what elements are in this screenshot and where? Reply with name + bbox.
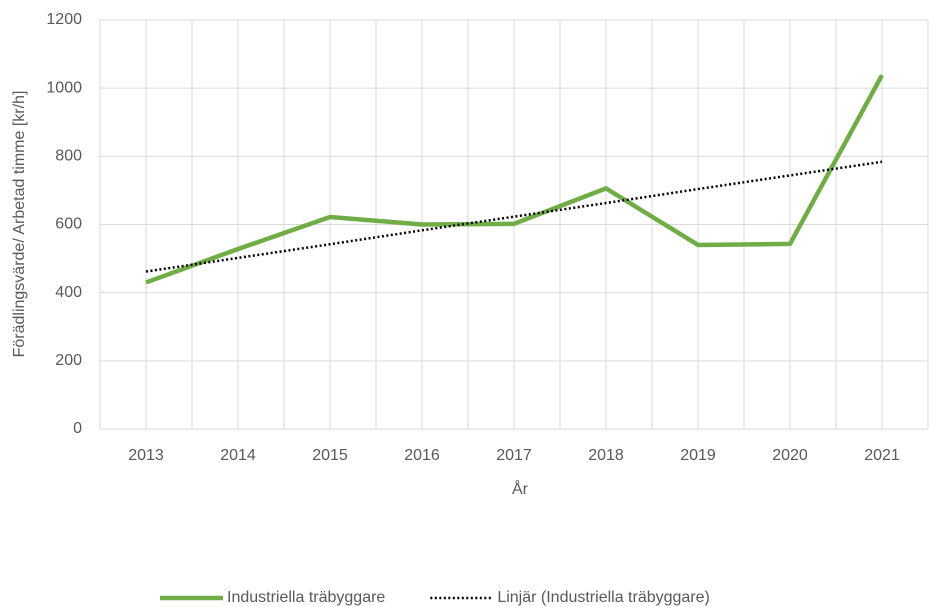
y-tick-label: 600: [55, 216, 82, 233]
legend-label: Linjär (Industriella träbyggare): [497, 589, 710, 606]
line: [145, 74, 884, 285]
y-axis-label: Förädlingsvärde/ Arbetad timme [kr/h]: [11, 91, 28, 358]
y-tick-label: 400: [55, 284, 82, 301]
x-tick-label: 2013: [128, 447, 164, 464]
y-tick-label: 200: [55, 352, 82, 369]
x-tick-label: 2015: [312, 447, 348, 464]
y-tick-label: 1200: [46, 11, 82, 28]
x-tick-label: 2020: [772, 447, 808, 464]
y-tick-label: 1000: [46, 79, 82, 96]
x-tick-label: 2017: [496, 447, 532, 464]
x-tick-label: 2016: [404, 447, 440, 464]
y-tick-label: 800: [55, 148, 82, 165]
y-tick-label: 0: [73, 420, 82, 437]
x-tick-label: 2021: [864, 447, 900, 464]
x-axis-label: År: [512, 479, 529, 498]
x-tick-label: 2014: [220, 447, 256, 464]
x-tick-label: 2018: [588, 447, 624, 464]
x-tick-label: 2019: [680, 447, 716, 464]
legend-label: Industriella träbyggare: [227, 589, 385, 606]
